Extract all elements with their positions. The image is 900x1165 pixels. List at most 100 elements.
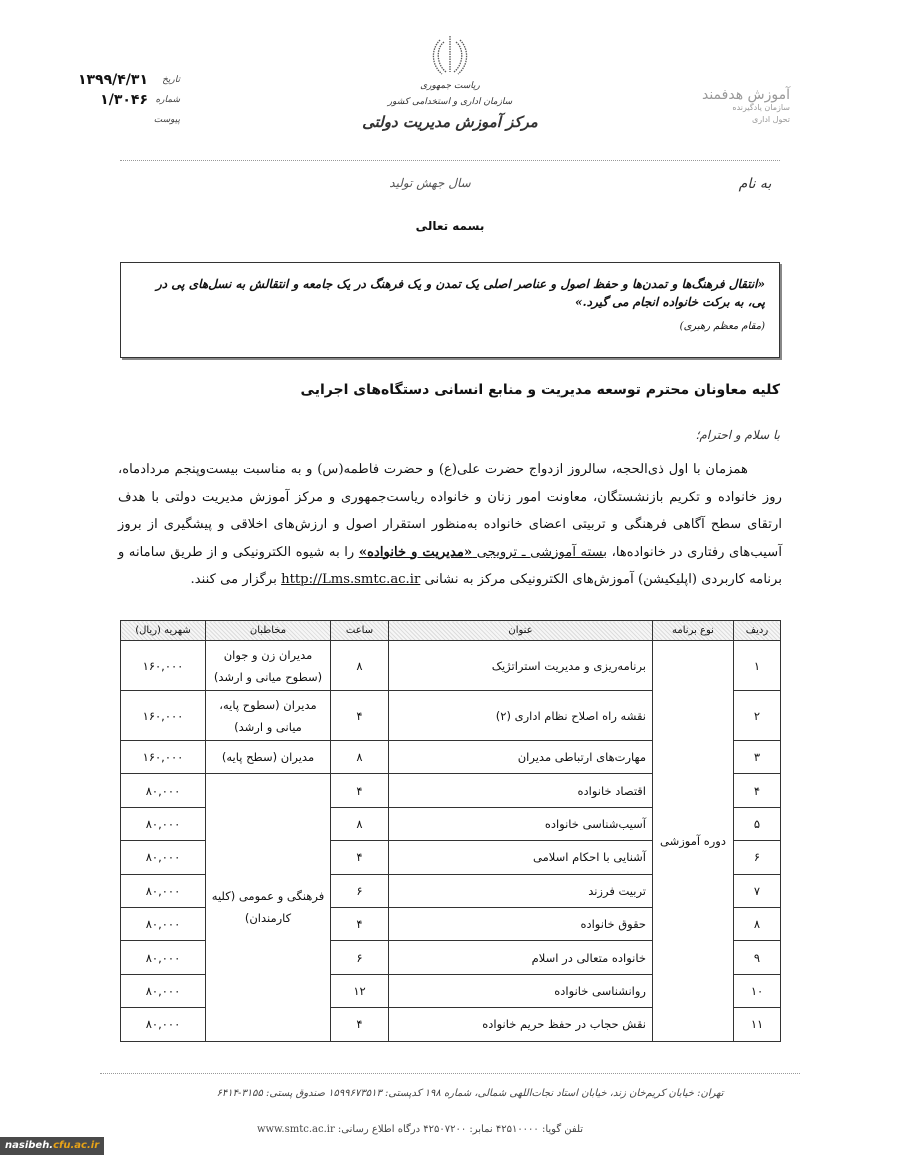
program-type-cell: دوره آموزشی: [652, 640, 734, 1042]
audience-cell-shared: فرهنگی و عمومی (کلیه کارمندان): [205, 773, 331, 1042]
table-row: ۱۱ نقش حجاب در حفظ حریم خانواده ۴ ۸۰,۰۰۰: [120, 1007, 781, 1042]
course-fee: ۸۰,۰۰۰: [120, 940, 206, 975]
package-name: بسته آموزشی ـ ترویجی «مدیریت و خانواده»: [359, 545, 607, 560]
quote-source: (مقام معظم رهبری): [679, 321, 765, 332]
table-row: ۵ آسیب‌شناسی خانواده ۸ ۸۰,۰۰۰: [120, 806, 781, 842]
course-title: نقشه راه اصلاح نظام اداری (۲): [388, 690, 653, 741]
audience-cell: مدیران زن و جوان (سطوح میانی و ارشد): [205, 640, 331, 691]
header-divider: [120, 160, 780, 161]
course-hours: ۸: [330, 739, 389, 775]
quote-text: «انتقال فرهنگ‌ها و تمدن‌ها و حفظ اصول و …: [155, 277, 765, 309]
col-title: عنوان: [388, 620, 653, 641]
course-fee: ۱۶۰,۰۰۰: [120, 690, 206, 741]
bismillah: بسمه تعالی: [415, 219, 485, 233]
row-number: ۸: [733, 906, 781, 942]
course-title: تربیت فرزند: [388, 873, 653, 908]
row-number: ۹: [733, 940, 781, 975]
course-title: نقش حجاب در حفظ حریم خانواده: [388, 1007, 653, 1042]
course-fee: ۸۰,۰۰۰: [120, 840, 206, 875]
course-fee: ۸۰,۰۰۰: [120, 906, 206, 942]
course-hours: ۶: [330, 940, 389, 975]
course-title: روانشناسی خانواده: [388, 973, 653, 1009]
course-hours: ۸: [330, 806, 389, 842]
col-hours: ساعت: [330, 620, 389, 641]
row-number: ۵: [733, 806, 781, 842]
col-program-type: نوع برنامه: [652, 620, 734, 641]
col-row-number: ردیف: [733, 620, 781, 641]
body-text-2: را به شیوه الکترونیکی و از طریق سامانه و…: [118, 544, 782, 588]
table-row: ۱ دوره آموزشی برنامه‌ریزی و مدیریت استراتژ…: [120, 640, 781, 1042]
row-number: ۱: [733, 640, 781, 691]
course-title: اقتصاد خانواده: [388, 773, 653, 808]
org-line-organization: سازمان اداری و استخدامی کشور: [387, 97, 513, 107]
table-row: ۶ آشنایی با احکام اسلامی ۴ ۸۰,۰۰۰: [120, 840, 781, 875]
table-row: ۱۰ روانشناسی خانواده ۱۲ ۸۰,۰۰۰: [120, 973, 781, 1009]
course-table: ردیف نوع برنامه عنوان ساعت مخاطبان شهریه…: [120, 620, 781, 1042]
course-fee: ۸۰,۰۰۰: [120, 1007, 206, 1042]
course-fee: ۱۶۰,۰۰۰: [120, 739, 206, 775]
course-hours: ۴: [330, 906, 389, 942]
watermark: nasibeh.cfu.ac.ir: [0, 1137, 105, 1155]
watermark-part-1: nasibeh.: [5, 1140, 54, 1151]
iran-emblem-icon: [432, 36, 468, 75]
footer-divider: [100, 1073, 800, 1074]
course-title: خانواده متعالی در اسلام: [388, 940, 653, 975]
letter-meta: تاریخ ۱۳۹۹/۴/۳۱ شماره ۱/۳۰۴۶ پیوست: [60, 70, 180, 130]
brand-sub-2: تحول اداری: [751, 115, 790, 124]
row-number: ۴: [733, 773, 781, 808]
course-title: مهارت‌های ارتباطی مدیران: [388, 739, 653, 775]
table-header-row: ردیف نوع برنامه عنوان ساعت مخاطبان شهریه…: [120, 620, 781, 641]
course-hours: ۴: [330, 773, 389, 808]
lms-link[interactable]: http://Lms.smtc.ac.ir: [281, 572, 421, 587]
org-line-center: مرکز آموزش مدیریت دولتی: [362, 113, 538, 131]
row-number: ۱۰: [733, 973, 781, 1009]
watermark-part-2: cfu.ac.ir: [53, 1140, 100, 1151]
table-row: ۷ تربیت فرزند ۶ ۸۰,۰۰۰: [120, 873, 781, 908]
course-hours: ۸: [330, 640, 389, 691]
course-title: آشنایی با احکام اسلامی: [388, 840, 653, 875]
course-hours: ۴: [330, 690, 389, 741]
recipient-heading: کلیه معاونان محترم توسعه مدیریت و منابع …: [300, 382, 780, 398]
quote-box: «انتقال فرهنگ‌ها و تمدن‌ها و حفظ اصول و …: [120, 262, 780, 358]
col-fee: شهریه (ریال): [120, 620, 206, 641]
course-title: برنامه‌ریزی و مدیریت استراتژیک: [388, 640, 653, 691]
table-row: ۳ مهارت‌های ارتباطی مدیران ۸ مدیران (سطح پا…: [120, 739, 781, 775]
course-hours: ۱۲: [330, 973, 389, 1009]
course-title: حقوق خانواده: [388, 906, 653, 942]
bename: به نام: [738, 176, 772, 192]
course-fee: ۸۰,۰۰۰: [120, 873, 206, 908]
package-prefix: بسته آموزشی ـ ترویجی: [472, 544, 608, 560]
org-line-presidency: ریاست جمهوری: [420, 81, 480, 91]
course-fee: ۸۰,۰۰۰: [120, 973, 206, 1009]
course-title: آسیب‌شناسی خانواده: [388, 806, 653, 842]
table-row: ۲ نقشه راه اصلاح نظام اداری (۲) ۴ مدیران (س…: [120, 690, 781, 741]
course-hours: ۶: [330, 873, 389, 908]
number-value: ۱/۳۰۴۶: [100, 92, 148, 108]
footer-address: تهران: خیابان کریم‌خان زند، خیابان استاد…: [216, 1088, 724, 1099]
audience-cell: مدیران (سطوح پایه، میانی و ارشد): [205, 690, 331, 741]
brand-title: آموزش هدفمند: [701, 87, 790, 103]
brand-sub-1: سازمان یادگیرنده: [732, 103, 790, 112]
greeting: با سلام و احترام؛: [695, 428, 780, 442]
organization-header: ریاست جمهوری سازمان اداری و استخدامی کشو…: [330, 78, 570, 134]
row-number: ۶: [733, 840, 781, 875]
row-number: ۱۱: [733, 1007, 781, 1042]
footer-contact: تلفن گویا: ۴۲۵۱۰۰۰۰ نمابر: ۴۲۵۰۷۲۰۰ درگا…: [256, 1124, 584, 1135]
letter-body: همزمان با اول ذی‌الحجه، سالروز ازدواج حض…: [118, 456, 782, 594]
col-audience: مخاطبان: [205, 620, 331, 641]
row-number: ۲: [733, 690, 781, 741]
course-fee: ۱۶۰,۰۰۰: [120, 640, 206, 691]
brand-logo: آموزش هدفمند سازمان یادگیرنده تحول اداری: [640, 88, 790, 126]
date-value: ۱۳۹۹/۴/۳۱: [77, 72, 148, 88]
row-number: ۷: [733, 873, 781, 908]
course-hours: ۴: [330, 1007, 389, 1042]
course-fee: ۸۰,۰۰۰: [120, 806, 206, 842]
course-hours: ۴: [330, 840, 389, 875]
row-number: ۳: [733, 739, 781, 775]
date-label: تاریخ: [162, 75, 180, 85]
year-slogan: سال جهش تولید: [389, 176, 471, 190]
attachment-label: پیوست: [153, 115, 180, 125]
body-text-3: برگزار می کنند.: [190, 572, 282, 587]
number-label: شماره: [155, 95, 180, 105]
package-title: «مدیریت و خانواده»: [358, 544, 473, 560]
